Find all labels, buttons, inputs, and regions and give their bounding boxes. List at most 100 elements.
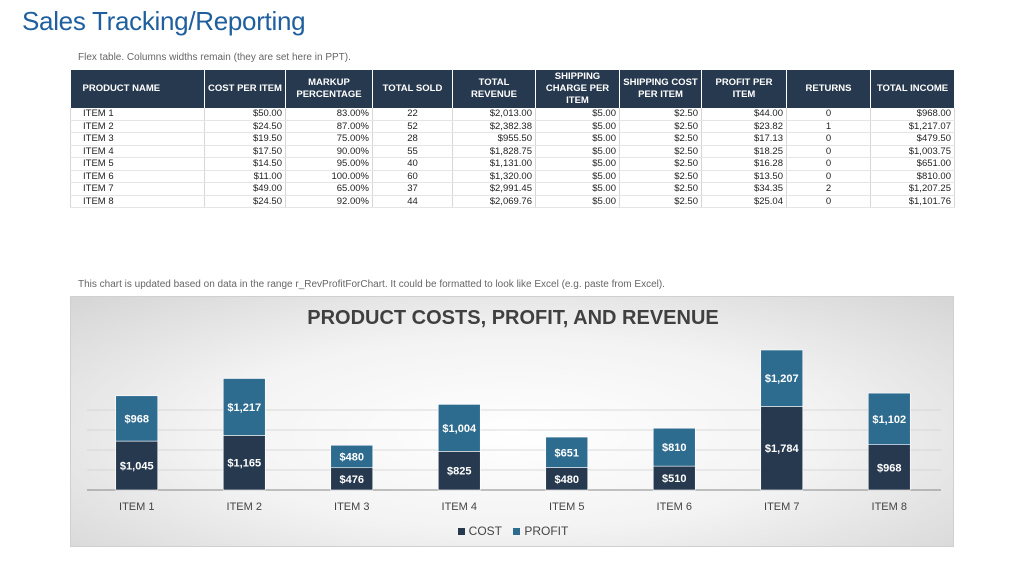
table-cell: $44.00 [701, 108, 787, 121]
table-cell: $1,101.76 [870, 195, 955, 208]
data-label-cost-6: $510 [662, 473, 686, 485]
table-cell: 0 [786, 170, 871, 183]
header-shipping-charge[interactable]: SHIPPING CHARGE PER ITEM [535, 70, 620, 108]
x-tick-label: ITEM 3 [334, 501, 369, 513]
legend-item-profit[interactable]: PROFIT [513, 524, 568, 538]
table-cell: 0 [786, 108, 871, 121]
x-tick-label: ITEM 7 [764, 501, 799, 513]
table-row[interactable]: ITEM 5 $14.50 95.00% 40 $1,131.00 $5.00 $2.50 $… [70, 157, 955, 171]
legend-item-cost[interactable]: COST [457, 524, 502, 538]
bar-profit-1[interactable] [115, 395, 159, 442]
table-cell: 100.00% [285, 170, 373, 183]
table-cell: $16.28 [701, 157, 787, 171]
table-cell: $34.35 [701, 182, 787, 196]
header-total-sold[interactable]: TOTAL SOLD [372, 70, 453, 108]
table-cell: $13.50 [701, 170, 787, 183]
data-label-profit-3: $480 [340, 451, 364, 463]
bar-profit-4[interactable] [437, 404, 481, 452]
table-cell: $24.50 [204, 120, 286, 133]
table-row[interactable]: ITEM 3 $19.50 75.00% 28 $955.50 $5.00 $2.50 $17… [70, 132, 955, 146]
table-cell: $1,207.25 [870, 182, 955, 196]
table-cell: ITEM 4 [70, 145, 205, 158]
table-cell: ITEM 8 [70, 195, 205, 208]
bar-profit-2[interactable] [222, 378, 266, 436]
bar-cost-7[interactable] [760, 406, 804, 491]
table-cell: $2,013.00 [452, 108, 536, 121]
table-cell: ITEM 5 [70, 157, 205, 171]
table-cell: $651.00 [870, 157, 955, 171]
table-row[interactable]: ITEM 7 $49.00 65.00% 37 $2,991.45 $5.00 $2.50 $… [70, 182, 955, 196]
table-cell: $25.04 [701, 195, 787, 208]
bar-profit-8[interactable] [867, 392, 911, 445]
table-cell: $1,003.75 [870, 145, 955, 158]
chart-area[interactable]: PRODUCT COSTS, PROFIT, AND REVENUE $1,04… [70, 296, 954, 547]
data-label-cost-2: $1,165 [227, 458, 261, 470]
table-cell: 95.00% [285, 157, 373, 171]
table-row[interactable]: ITEM 1 $50.00 83.00% 22 $2,013.00 $5.00 $2.50 $… [70, 108, 955, 121]
bar-profit-6[interactable] [652, 427, 696, 467]
x-tick-label: ITEM 4 [442, 501, 477, 513]
header-total-income[interactable]: TOTAL INCOME [870, 70, 955, 108]
table-cell: 83.00% [285, 108, 373, 121]
table-cell: 90.00% [285, 145, 373, 158]
table-cell: $955.50 [452, 132, 536, 146]
table-cell: 52 [372, 120, 453, 133]
bar-profit-7[interactable] [760, 349, 804, 407]
table-cell: $2.50 [619, 157, 702, 171]
table-cell: $1,320.00 [452, 170, 536, 183]
table-cell: $11.00 [204, 170, 286, 183]
data-label-cost-8: $968 [877, 462, 901, 474]
header-markup-percentage[interactable]: MARKUP PERCENTAGE [285, 70, 373, 108]
x-tick-label: ITEM 5 [549, 501, 584, 513]
data-label-profit-5: $651 [555, 447, 579, 459]
data-label-cost-1: $1,045 [120, 461, 154, 473]
x-tick-label: ITEM 6 [657, 501, 692, 513]
bar-cost-1[interactable] [115, 440, 159, 491]
header-cost-per-item[interactable]: COST PER ITEM [204, 70, 286, 108]
bar-cost-8[interactable] [867, 444, 911, 491]
table-cell: 87.00% [285, 120, 373, 133]
data-label-cost-7: $1,784 [765, 443, 800, 455]
table-row[interactable]: ITEM 8 $24.50 92.00% 44 $2,069.76 $5.00 $2.50 $… [70, 195, 955, 208]
table-cell: $17.13 [701, 132, 787, 146]
bar-cost-2[interactable] [222, 435, 266, 491]
table-cell: 0 [786, 157, 871, 171]
chart-legend: COST PROFIT [71, 524, 955, 538]
table-cell: $2,382.38 [452, 120, 536, 133]
table-cell: ITEM 1 [70, 108, 205, 121]
table-cell: $18.25 [701, 145, 787, 158]
header-shipping-cost[interactable]: SHIPPING COST PER ITEM [619, 70, 702, 108]
table-row[interactable]: ITEM 4 $17.50 90.00% 55 $1,828.75 $5.00 $2.50 $… [70, 145, 955, 158]
bar-profit-3[interactable] [330, 444, 374, 469]
table-cell: $1,131.00 [452, 157, 536, 171]
table-cell: ITEM 6 [70, 170, 205, 183]
bar-cost-4[interactable] [437, 451, 481, 491]
table-cell: $5.00 [535, 157, 620, 171]
table-row[interactable]: ITEM 6 $11.00 100.00% 60 $1,320.00 $5.00 $2.50… [70, 170, 955, 183]
table-cell: $810.00 [870, 170, 955, 183]
header-profit-per-item[interactable]: PROFIT PER ITEM [701, 70, 787, 108]
header-product-name[interactable]: PRODUCT NAME [70, 70, 205, 108]
table-cell: $5.00 [535, 170, 620, 183]
table-cell: 37 [372, 182, 453, 196]
sales-table: PRODUCT NAME COST PER ITEM MARKUP PERCEN… [70, 70, 955, 208]
data-label-profit-8: $1,102 [872, 414, 906, 426]
header-returns[interactable]: RETURNS [786, 70, 871, 108]
table-cell: 0 [786, 195, 871, 208]
table-row[interactable]: ITEM 2 $24.50 87.00% 52 $2,382.38 $5.00 $2.50 $… [70, 120, 955, 133]
header-total-revenue[interactable]: TOTAL REVENUE [452, 70, 536, 108]
table-cell: 55 [372, 145, 453, 158]
table-cell: $14.50 [204, 157, 286, 171]
data-label-cost-4: $825 [447, 466, 471, 478]
table-cell: $2.50 [619, 108, 702, 121]
table-cell: $2,991.45 [452, 182, 536, 196]
table-cell: $19.50 [204, 132, 286, 146]
table-cell: $5.00 [535, 108, 620, 121]
chart-title: PRODUCT COSTS, PROFIT, AND REVENUE [307, 307, 719, 329]
bar-profit-5[interactable] [545, 436, 589, 468]
table-note: Flex table. Columns widths remain (they … [78, 52, 351, 63]
table-cell: $968.00 [870, 108, 955, 121]
table-cell: 44 [372, 195, 453, 208]
x-tick-label: ITEM 2 [227, 501, 262, 513]
legend-label-profit: PROFIT [524, 524, 569, 538]
